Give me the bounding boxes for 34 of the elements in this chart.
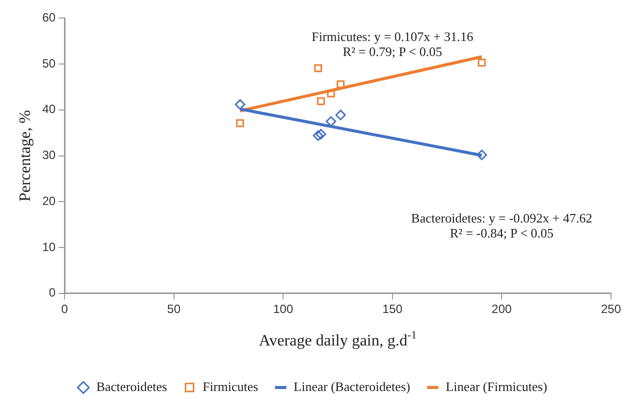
x-tick-label: 150 xyxy=(382,302,403,316)
y-tick-label: 50 xyxy=(42,56,56,70)
annotation: R² = 0.79; P < 0.05 xyxy=(342,44,442,60)
point xyxy=(236,119,244,128)
y-tick-label: 40 xyxy=(42,102,56,116)
point xyxy=(476,150,488,160)
point xyxy=(314,64,322,72)
point xyxy=(335,110,346,120)
annotation: Bacteroidetes: y = -0.092x + 47.62 xyxy=(411,210,592,226)
point xyxy=(478,58,486,67)
y-axis-title: Percentage, % xyxy=(16,110,34,202)
x-tick-label: 200 xyxy=(492,302,512,316)
y-tick-label: 0 xyxy=(48,286,56,300)
y-tick-label: 30 xyxy=(42,148,56,162)
y-tick-label: 20 xyxy=(42,194,56,208)
legend-label: Linear (Bacteroidetes) xyxy=(294,378,410,394)
point xyxy=(326,116,336,127)
annotation: Firmicutes: y = 0.107x + 31.16 xyxy=(312,28,474,44)
annotation: R² = -0.84; P < 0.05 xyxy=(450,226,554,241)
x-tick-label: 250 xyxy=(600,302,622,316)
x-tick-label: 100 xyxy=(273,302,294,316)
point xyxy=(336,80,345,88)
x-tick-label: 50 xyxy=(167,302,181,316)
legend-label: Linear (Firmicutes) xyxy=(446,378,548,394)
point xyxy=(316,128,326,140)
legend-label: Firmicutes xyxy=(202,378,258,394)
point xyxy=(327,89,335,98)
y-tick-label: 60 xyxy=(42,10,56,25)
legend-label: Bacteroidetes xyxy=(96,378,168,394)
y-tick-label: 10 xyxy=(42,240,56,254)
point xyxy=(317,97,325,106)
point xyxy=(234,99,246,110)
point xyxy=(312,130,324,141)
x-tick-label: 0 xyxy=(61,302,68,316)
